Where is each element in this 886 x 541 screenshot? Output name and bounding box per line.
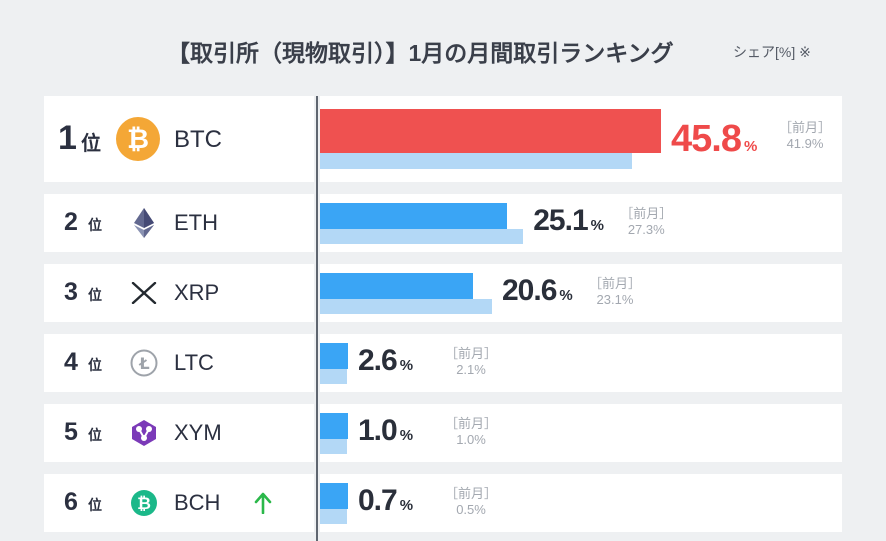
previous-month-label: ［前月］ <box>445 346 498 361</box>
rank-number: 2 <box>64 208 78 236</box>
share-unit: % <box>399 357 414 374</box>
previous-month-label: ［前月］ <box>620 206 673 221</box>
rank-suffix: 位 <box>88 287 102 303</box>
rank-suffix: 位 <box>88 357 102 373</box>
ethereum-icon <box>133 208 155 243</box>
current-month-bar <box>320 343 348 369</box>
share-value: 45.8 <box>671 118 742 160</box>
axis-divider <box>316 96 318 541</box>
row-label-panel <box>44 194 314 252</box>
rank-number: 4 <box>64 348 78 376</box>
share-value: 2.6 <box>358 344 398 377</box>
row-label-panel <box>44 474 314 532</box>
share-value: 25.1 <box>533 204 588 237</box>
row-label-panel <box>44 334 314 392</box>
row-bar-panel <box>320 474 842 532</box>
row-label-panel <box>44 404 314 462</box>
current-month-bar <box>320 483 348 509</box>
svg-text:Ł: Ł <box>138 354 149 373</box>
previous-month-label: ［前月］ <box>779 120 832 135</box>
row-label-panel <box>44 264 314 322</box>
up-arrow-icon <box>254 492 272 519</box>
previous-month-value: 0.5% <box>456 502 486 517</box>
previous-month-label: ［前月］ <box>588 276 641 291</box>
rank-suffix: 位 <box>88 217 102 233</box>
previous-month-value: 41.9% <box>786 136 824 151</box>
chart-title: 【取引所（現物取引）】1月の月間取引ランキング <box>167 40 674 66</box>
row-bar-panel <box>320 334 842 392</box>
share-note: シェア[%] ※ <box>733 44 811 60</box>
ranking-row: 2 位 ETH 25.1% ［前月］ 27.3% <box>44 194 842 252</box>
rank-number: 1 <box>58 119 77 157</box>
rank-suffix: 位 <box>81 133 101 155</box>
previous-month-block: ［前月］ 0.5% <box>445 486 497 518</box>
current-month-bar <box>320 413 348 439</box>
bitcoin-cash-icon: ₿ <box>130 489 158 522</box>
rank-suffix: 位 <box>88 497 102 513</box>
ranking-row: 1 位 ₿ BTC 45.8% ［前月］ 41.9% <box>44 96 842 182</box>
previous-month-block: ［前月］ 41.9% <box>779 120 831 152</box>
previous-month-block: ［前月］ 23.1% <box>589 276 641 308</box>
row-bar-panel <box>320 404 842 462</box>
ranking-row: 5 位 XYM 1.0% ［前月］ 1.0% <box>44 404 842 462</box>
chart-header: 【取引所（現物取引）】1月の月間取引ランキング シェア[%] ※ <box>0 0 886 86</box>
coin-name: XYM <box>174 420 222 445</box>
previous-month-block: ［前月］ 1.0% <box>445 416 497 448</box>
previous-month-block: ［前月］ 27.3% <box>620 206 672 238</box>
share-value-label: 0.7% <box>358 484 413 518</box>
litecoin-icon: Ł <box>130 349 158 382</box>
coin-name: XRP <box>174 280 220 305</box>
previous-month-bar <box>320 369 347 384</box>
ranking-row: 3 位 XRP 20.6% ［前月］ 23.1% <box>44 264 842 322</box>
previous-month-label: ［前月］ <box>445 416 498 431</box>
svg-text:₿: ₿ <box>127 124 149 155</box>
previous-month-value: 23.1% <box>596 292 634 307</box>
rank-suffix: 位 <box>88 427 102 443</box>
share-unit: % <box>399 427 414 444</box>
previous-month-block: ［前月］ 2.1% <box>445 346 497 378</box>
xrp-icon <box>131 281 157 309</box>
share-unit: % <box>399 497 414 514</box>
row-label-panel <box>44 96 314 182</box>
share-unit: % <box>559 287 573 304</box>
coin-name: LTC <box>174 350 214 375</box>
current-month-bar <box>320 203 507 229</box>
symbol-icon <box>131 419 157 452</box>
current-month-bar <box>320 109 661 153</box>
ranking-row: 4 位 Ł LTC 2.6% ［前月］ 2.1% <box>44 334 842 392</box>
previous-month-value: 1.0% <box>456 432 486 447</box>
coin-name: ETH <box>174 210 218 235</box>
ranking-row: 6 位 ₿ BCH 0.7% ［前月］ 0.5% <box>44 474 842 532</box>
share-value: 0.7 <box>358 484 398 517</box>
share-value-label: 1.0% <box>358 414 413 448</box>
share-value-label: 20.6% <box>502 274 573 308</box>
previous-month-bar <box>320 299 492 314</box>
coin-name: BTC <box>174 126 222 153</box>
previous-month-label: ［前月］ <box>445 486 498 501</box>
share-value-label: 25.1% <box>533 204 604 238</box>
rank-number: 5 <box>64 418 78 446</box>
share-unit: % <box>590 217 604 234</box>
previous-month-bar <box>320 509 347 524</box>
previous-month-value: 2.1% <box>456 362 486 377</box>
svg-text:₿: ₿ <box>137 494 151 514</box>
share-value-label: 45.8% <box>671 118 757 161</box>
previous-month-bar <box>320 153 632 169</box>
coin-name: BCH <box>174 490 221 515</box>
rank-number: 3 <box>64 278 78 306</box>
previous-month-bar <box>320 439 347 454</box>
previous-month-value: 27.3% <box>627 222 665 237</box>
current-month-bar <box>320 273 474 299</box>
bitcoin-icon: ₿ <box>115 116 161 167</box>
share-value: 1.0 <box>358 414 398 447</box>
share-unit: % <box>743 138 758 155</box>
share-value: 20.6 <box>501 274 557 307</box>
rank-number: 6 <box>64 488 78 516</box>
share-value-label: 2.6% <box>358 344 413 378</box>
previous-month-bar <box>320 229 524 244</box>
